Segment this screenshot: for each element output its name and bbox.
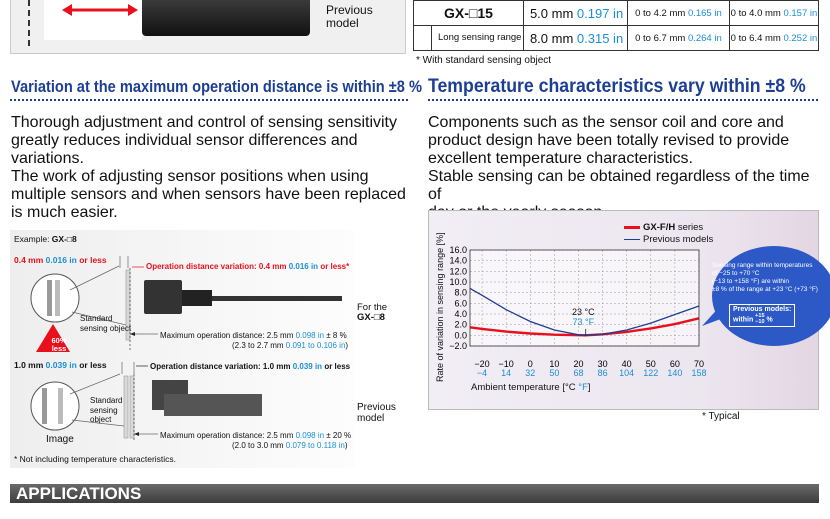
range-b-cell: 0 to 6.4 mm 0.252 in <box>728 25 820 51</box>
old-model-graphic <box>30 362 262 440</box>
standard-object-label: Standard sensing object <box>80 314 132 333</box>
image-label: Image <box>46 434 74 445</box>
x-tick-label-f: 104 <box>619 368 634 378</box>
new-max-distance-label: Maximum operation distance: 2.5 mm 0.098… <box>160 331 349 350</box>
y-tick-label: 4.0 <box>454 309 467 319</box>
previous-models-box: Previous models: within +15 −10 % <box>729 304 796 327</box>
y-tick-label: 12.0 <box>449 266 467 276</box>
table-footnote: * With standard sensing object <box>416 55 552 66</box>
series-line-previous <box>469 287 700 336</box>
x-tick-label-c: 70 <box>694 359 704 369</box>
temperature-chart-plot: 16.014.012.010.08.06.04.02.00.0−2.0 −20−4… <box>449 245 706 378</box>
legend-entry: Previous models <box>624 234 713 246</box>
sensing-gap <box>44 0 142 40</box>
paragraph-line: product design have been totally revised… <box>428 132 790 149</box>
plot-area <box>470 250 699 346</box>
x-tick-label-f: 140 <box>667 368 682 378</box>
range-b-cell: 0 to 4.0 mm 0.157 in <box>728 0 820 26</box>
new-op-distance-label: Operation distance variation: 0.4 mm 0.0… <box>146 262 350 271</box>
right-paragraph: Components such as the sensor coil and c… <box>428 114 823 222</box>
chart-legend: GX-F/H series Previous models <box>624 222 713 246</box>
x-tick-label-c: 20 <box>573 359 583 369</box>
paragraph-line: The work of adjusting sensor positions w… <box>11 168 369 185</box>
double-arrow-icon <box>62 4 138 16</box>
old-max-distance-label: Maximum operation distance: 2.5 mm 0.098… <box>160 431 352 450</box>
x-tick-label-f: 50 <box>549 368 559 378</box>
chart-xlabel: Ambient temperature [°C °F] <box>471 382 591 393</box>
old-variation-label: 1.0 mm 0.039 in or less <box>14 360 107 370</box>
chart-ylabel: Rate of variation in sensing range [%] <box>435 232 445 382</box>
x-tick-label-c: 30 <box>598 359 608 369</box>
new-model-graphic <box>30 256 342 352</box>
paragraph-line: multiple sensors and when sensors have b… <box>11 186 406 203</box>
x-tick-label-c: 10 <box>549 359 559 369</box>
legend-entry: GX-F/H series <box>624 222 713 234</box>
right-heading-rule <box>428 99 819 101</box>
previous-model-label: Previous model <box>326 4 373 30</box>
y-tick-label: 16.0 <box>449 245 467 255</box>
left-paragraph: Thorough adjustment and control of sensi… <box>11 114 407 222</box>
y-tick-label: 2.0 <box>454 320 467 330</box>
reference-temperature-label: 23 °C 73 °F <box>572 307 595 327</box>
previous-model-label-line2: model <box>326 16 359 30</box>
blank-cell <box>413 25 432 51</box>
x-tick-label-f: 86 <box>598 368 608 378</box>
spec-table: GX-□15 5.0 mm 0.197 in 0 to 4.2 mm 0.165… <box>413 0 820 51</box>
x-tick-label-c: 0 <box>528 359 533 369</box>
x-tick-label-c: −20 <box>474 359 489 369</box>
x-tick-label-f: 32 <box>525 368 535 378</box>
sensor-body <box>142 0 310 36</box>
y-tick-label: 8.0 <box>454 288 467 298</box>
right-heading: Temperature characteristics vary within … <box>428 76 806 97</box>
table-row: GX-□15 5.0 mm 0.197 in 0 to 4.2 mm 0.165… <box>413 0 820 26</box>
paragraph-line: Components such as the sensor coil and c… <box>428 114 784 131</box>
paragraph-line: Stable sensing can be obtained regardles… <box>428 168 810 203</box>
previous-model-label: Previous model <box>357 402 396 424</box>
paragraph-line: Thorough adjustment and control of sensi… <box>11 114 397 131</box>
model-cell: Long sensing range <box>431 25 524 51</box>
previous-model-label-line1: Previous <box>326 3 373 17</box>
left-heading-rule <box>10 99 408 101</box>
legend-swatch <box>624 238 640 241</box>
x-tick-label-f: 158 <box>691 368 706 378</box>
x-tick-label-c: −10 <box>499 359 514 369</box>
range-a-cell: 0 to 6.7 mm 0.264 in <box>626 25 730 51</box>
range-a-cell: 0 to 4.2 mm 0.165 in <box>626 0 730 26</box>
callout-bubble <box>702 246 830 346</box>
standard-object-label: Standard sensing object <box>90 396 123 424</box>
x-tick-label-c: 50 <box>646 359 656 369</box>
x-tick-label-f: −4 <box>477 368 487 378</box>
x-tick-label-f: 68 <box>573 368 583 378</box>
new-variation-label: 0.4 mm 0.016 in or less <box>14 255 107 265</box>
legend-swatch <box>624 225 640 229</box>
for-the-model-label: For the GX-□8 <box>357 302 388 323</box>
distance-cell: 8.0 mm 0.315 in <box>522 25 628 51</box>
sixty-percent-less-badge: 60% less <box>51 336 67 353</box>
left-heading: Variation at the maximum operation dista… <box>11 77 422 96</box>
x-tick-label-c: 60 <box>670 359 680 369</box>
callout-text: Sensing range within temperatures of −25… <box>712 262 818 293</box>
paragraph-line: is much easier. <box>11 204 118 221</box>
plot-frame <box>469 249 700 347</box>
x-tick-label-c: 40 <box>622 359 632 369</box>
paragraph-line: variations. <box>11 150 84 167</box>
table-row: Long sensing range 8.0 mm 0.315 in 0 to … <box>413 25 820 51</box>
y-tick-label: −2.0 <box>449 341 467 351</box>
x-tick-label-f: 14 <box>501 368 511 378</box>
distance-cell: 5.0 mm 0.197 in <box>522 0 628 26</box>
example-label: Example: GX-□8 <box>14 234 77 244</box>
typical-note: * Typical <box>702 411 740 422</box>
x-tick-label-f: 122 <box>643 368 658 378</box>
y-tick-label: 0.0 <box>454 330 467 340</box>
y-tick-label: 10.0 <box>449 277 467 287</box>
paragraph-line: excellent temperature characteristics. <box>428 150 693 167</box>
applications-header: APPLICATIONS <box>10 484 819 503</box>
model-cell: GX-□15 <box>413 0 524 26</box>
y-tick-label: 14.0 <box>449 256 467 266</box>
y-tick-label: 6.0 <box>454 298 467 308</box>
diagram-footnote: * Not including temperature characterist… <box>14 454 177 464</box>
reference-dashed-line <box>28 0 30 46</box>
old-op-distance-label: Operation distance variation: 1.0 mm 0.0… <box>150 362 351 371</box>
paragraph-line: greatly reduces individual sensor differ… <box>11 132 358 149</box>
